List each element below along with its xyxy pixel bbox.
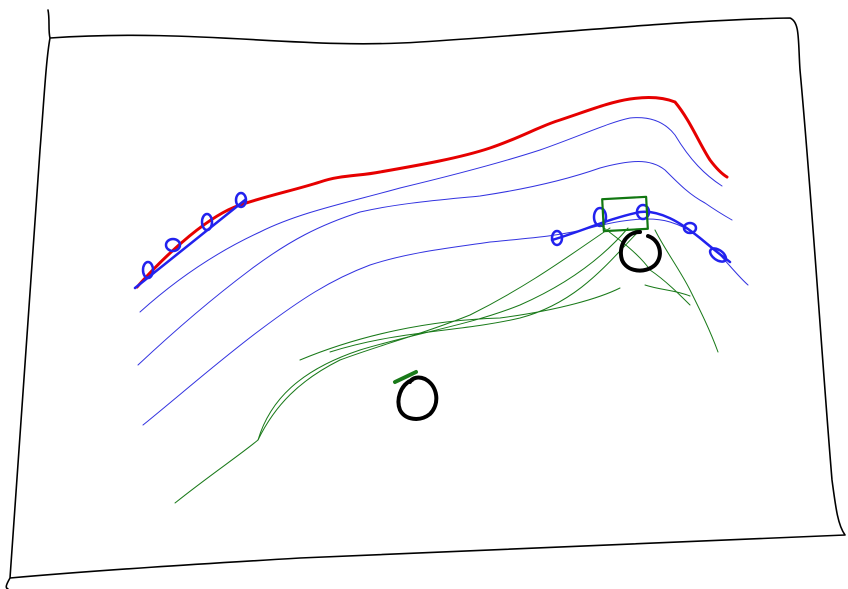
green-strokes xyxy=(175,225,718,503)
page: {} (() => { const data = JSON.parse(docu… xyxy=(0,0,848,589)
green-box xyxy=(602,197,648,231)
blue-loops xyxy=(135,193,730,288)
black-circle xyxy=(621,232,660,271)
blue-curve xyxy=(138,162,732,366)
black-circle xyxy=(399,378,437,419)
frame xyxy=(6,10,845,589)
sketch xyxy=(0,0,848,589)
red-curve xyxy=(137,98,727,287)
